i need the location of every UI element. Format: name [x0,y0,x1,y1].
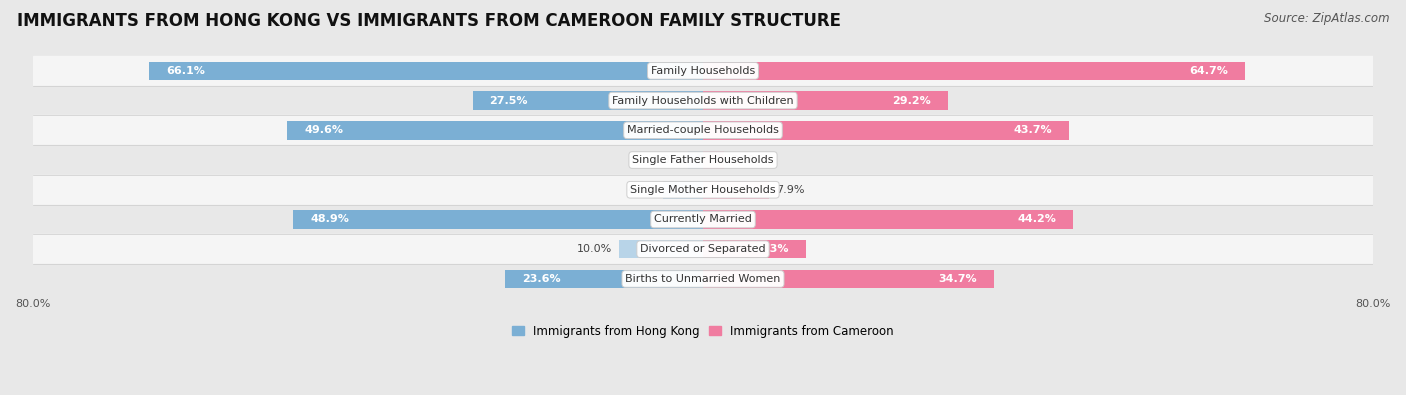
Bar [703,121,1069,139]
Text: Births to Unmarried Women: Births to Unmarried Women [626,274,780,284]
Text: Family Households: Family Households [651,66,755,76]
Bar [703,62,1246,80]
Bar [472,91,703,110]
Text: Single Father Households: Single Father Households [633,155,773,165]
Bar [32,234,1374,264]
Text: 4.8%: 4.8% [627,185,657,195]
Text: 44.2%: 44.2% [1018,214,1056,224]
Text: 64.7%: 64.7% [1189,66,1229,76]
Bar [619,240,703,258]
Bar [703,210,1073,229]
Text: 66.1%: 66.1% [166,66,205,76]
Bar [703,240,806,258]
Text: 7.9%: 7.9% [776,185,804,195]
Text: 48.9%: 48.9% [311,214,349,224]
Legend: Immigrants from Hong Kong, Immigrants from Cameroon: Immigrants from Hong Kong, Immigrants fr… [508,320,898,342]
Bar [662,181,703,199]
Text: 10.0%: 10.0% [578,244,613,254]
Bar [32,145,1374,175]
Text: Single Mother Households: Single Mother Households [630,185,776,195]
Text: 23.6%: 23.6% [522,274,561,284]
Bar [294,210,703,229]
Bar [32,86,1374,115]
Text: 43.7%: 43.7% [1014,125,1053,135]
Bar [149,62,703,80]
Text: 27.5%: 27.5% [489,96,527,105]
Bar [32,115,1374,145]
Text: Family Households with Children: Family Households with Children [612,96,794,105]
Bar [505,270,703,288]
Bar [32,56,1374,86]
Text: 29.2%: 29.2% [893,96,931,105]
Text: 2.5%: 2.5% [731,155,759,165]
Text: 12.3%: 12.3% [751,244,789,254]
Bar [688,151,703,169]
Bar [287,121,703,139]
Text: 49.6%: 49.6% [304,125,343,135]
Text: Married-couple Households: Married-couple Households [627,125,779,135]
Text: 1.8%: 1.8% [652,155,682,165]
Text: IMMIGRANTS FROM HONG KONG VS IMMIGRANTS FROM CAMEROON FAMILY STRUCTURE: IMMIGRANTS FROM HONG KONG VS IMMIGRANTS … [17,12,841,30]
Bar [32,264,1374,294]
Bar [703,181,769,199]
Bar [703,270,994,288]
Text: Currently Married: Currently Married [654,214,752,224]
Text: Divorced or Separated: Divorced or Separated [640,244,766,254]
Text: 34.7%: 34.7% [938,274,977,284]
Text: Source: ZipAtlas.com: Source: ZipAtlas.com [1264,12,1389,25]
Bar [703,151,724,169]
Bar [32,205,1374,234]
Bar [703,91,948,110]
Bar [32,175,1374,205]
